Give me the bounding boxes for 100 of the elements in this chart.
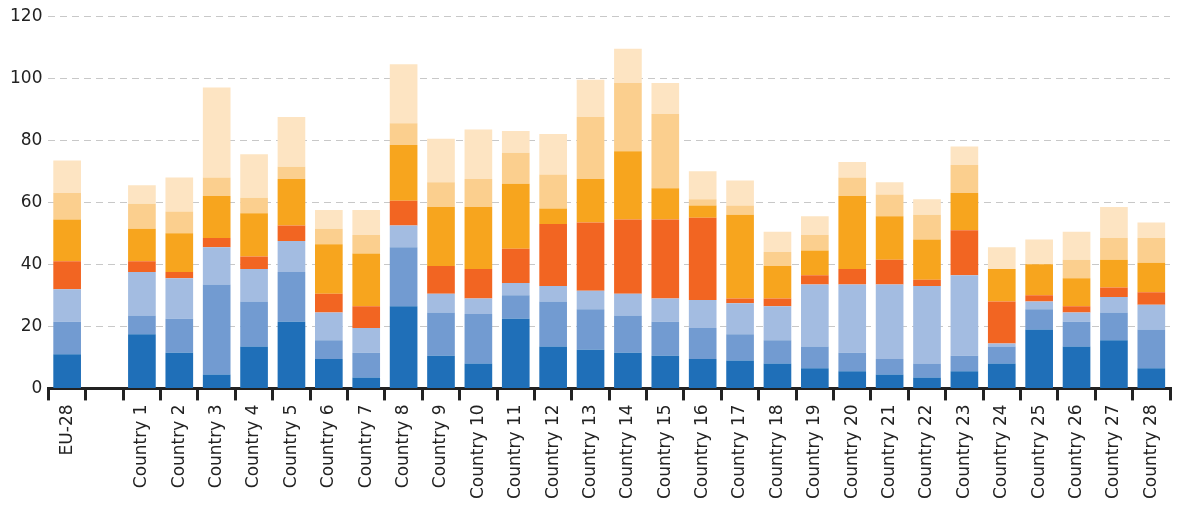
bar bbox=[838, 269, 867, 285]
bar bbox=[352, 306, 381, 328]
x-tick-label: Country 16 bbox=[691, 404, 712, 500]
bar bbox=[614, 293, 642, 316]
bar bbox=[651, 113, 680, 189]
bar bbox=[1062, 278, 1091, 307]
bar bbox=[501, 295, 530, 319]
bar bbox=[240, 256, 268, 270]
bar bbox=[614, 151, 642, 220]
bar bbox=[1062, 321, 1091, 347]
bar bbox=[614, 219, 642, 294]
bar bbox=[464, 269, 493, 299]
bar bbox=[726, 205, 754, 215]
x-tick-label: Country 6 bbox=[317, 404, 338, 489]
bar bbox=[53, 354, 81, 388]
bar bbox=[277, 179, 306, 226]
bar bbox=[128, 315, 156, 335]
bar bbox=[352, 210, 381, 235]
bar bbox=[240, 301, 268, 347]
bar bbox=[801, 368, 829, 388]
bar bbox=[1062, 312, 1091, 322]
bar bbox=[501, 282, 530, 296]
bar bbox=[763, 251, 792, 266]
x-tick-label: Country 17 bbox=[728, 404, 749, 500]
bar bbox=[352, 253, 381, 307]
bar bbox=[576, 222, 605, 291]
y-tick-label: 40 bbox=[20, 252, 43, 273]
x-tick-label: Country 21 bbox=[878, 404, 899, 500]
bar bbox=[950, 371, 979, 388]
bar bbox=[165, 233, 194, 273]
bar bbox=[1062, 259, 1091, 279]
bar bbox=[464, 298, 493, 314]
bar bbox=[277, 321, 306, 388]
bar bbox=[913, 286, 941, 364]
bar bbox=[875, 182, 904, 195]
bar bbox=[501, 183, 530, 249]
bar bbox=[875, 216, 904, 260]
bar bbox=[1025, 309, 1053, 330]
bar bbox=[315, 293, 343, 313]
bar bbox=[987, 269, 1016, 302]
bar bbox=[614, 315, 642, 353]
bar bbox=[539, 174, 567, 209]
bar bbox=[128, 228, 156, 262]
bar bbox=[352, 352, 381, 378]
bar bbox=[950, 230, 979, 276]
y-tick-label: 60 bbox=[20, 190, 43, 211]
bar bbox=[1100, 287, 1128, 297]
bar bbox=[726, 180, 754, 206]
bar bbox=[202, 177, 231, 197]
bar bbox=[726, 360, 754, 388]
bar bbox=[614, 48, 642, 83]
bar bbox=[763, 265, 792, 299]
bar bbox=[688, 327, 717, 359]
bar bbox=[1137, 292, 1166, 305]
bar bbox=[464, 206, 493, 270]
bar bbox=[202, 196, 231, 238]
bar bbox=[427, 355, 455, 388]
bar bbox=[1025, 301, 1053, 310]
bar bbox=[576, 309, 605, 350]
x-tick-label: Country 23 bbox=[952, 404, 973, 500]
bar bbox=[1025, 295, 1053, 302]
bar bbox=[53, 160, 81, 194]
bar bbox=[53, 193, 81, 220]
bar bbox=[1137, 262, 1166, 293]
bar bbox=[1100, 340, 1128, 388]
bar bbox=[128, 272, 156, 316]
bar bbox=[128, 185, 156, 204]
bar bbox=[464, 313, 493, 364]
bar bbox=[651, 219, 680, 299]
x-tick-label: Country 3 bbox=[205, 404, 226, 489]
bar bbox=[539, 208, 567, 225]
bar bbox=[240, 154, 268, 198]
bar bbox=[427, 182, 455, 207]
bar bbox=[688, 199, 717, 206]
bar bbox=[464, 129, 493, 180]
x-tick-label: Country 8 bbox=[392, 404, 413, 489]
bar bbox=[464, 179, 493, 207]
bar bbox=[651, 298, 680, 322]
bar bbox=[389, 306, 418, 388]
bar bbox=[315, 312, 343, 341]
bar bbox=[315, 340, 343, 359]
bar bbox=[838, 284, 867, 353]
x-tick-label: Country 19 bbox=[803, 404, 824, 500]
x-tick-label: Country 4 bbox=[242, 404, 263, 489]
bar bbox=[875, 358, 904, 375]
x-tick-label: Country 24 bbox=[990, 404, 1011, 500]
x-tick-label: Country 13 bbox=[578, 404, 599, 500]
bar bbox=[913, 214, 941, 240]
bar bbox=[1100, 206, 1128, 238]
bar bbox=[1137, 304, 1166, 330]
bar bbox=[875, 194, 904, 217]
bar bbox=[801, 284, 829, 347]
bar bbox=[389, 144, 418, 201]
x-tick-label: Country 10 bbox=[466, 404, 487, 500]
bar bbox=[165, 318, 194, 353]
bar bbox=[277, 166, 306, 180]
bar bbox=[1062, 346, 1091, 388]
bar bbox=[315, 358, 343, 388]
bar bbox=[801, 250, 829, 276]
bar bbox=[987, 301, 1016, 344]
